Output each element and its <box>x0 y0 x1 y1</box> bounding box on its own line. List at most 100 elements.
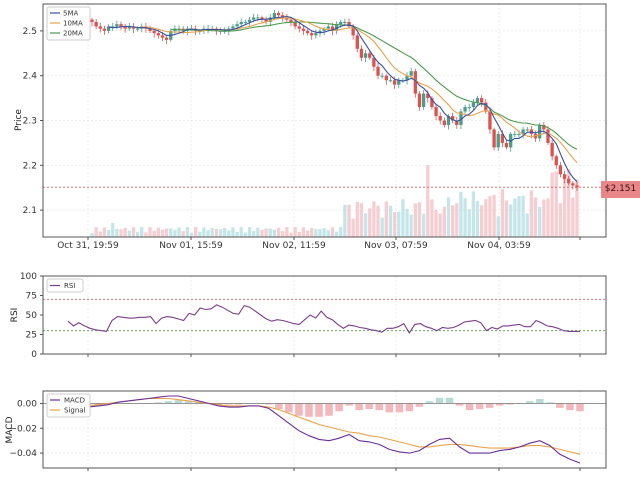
y-tick-label: 0.00 <box>17 399 37 409</box>
candle-body <box>297 26 301 29</box>
macd-histogram-bar <box>465 403 474 411</box>
volume-bar <box>421 213 426 237</box>
volume-bar <box>529 190 534 237</box>
volume-bar <box>347 204 351 237</box>
macd-histogram-bar <box>214 403 223 405</box>
volume-bar <box>567 169 571 237</box>
current-price-tag: $2.151 <box>601 181 640 198</box>
macd-line <box>48 395 581 464</box>
volume-bar <box>380 217 384 237</box>
y-tick-label: 75 <box>26 292 37 302</box>
candle-body <box>289 19 293 22</box>
volume-bar <box>98 231 102 237</box>
candle-body <box>260 17 264 20</box>
volume-bar <box>339 227 343 237</box>
volume-bar <box>334 231 339 237</box>
candle-body <box>177 28 181 30</box>
price-axis-label: Price <box>14 109 24 131</box>
candle-body <box>571 183 575 186</box>
candle-body <box>475 98 480 103</box>
y-tick-label: 100 <box>20 272 37 282</box>
y-tick-label: 50 <box>26 311 38 321</box>
candle-body <box>480 98 484 103</box>
volume-bar <box>480 205 484 237</box>
candle-body <box>135 28 140 30</box>
rsi-axis-label: RSI <box>10 308 20 323</box>
candle-body <box>550 142 554 157</box>
volume-bar <box>450 205 455 237</box>
candle-body <box>98 26 102 29</box>
y-tick-label: 2.3 <box>23 117 37 127</box>
volume-bar <box>409 214 413 237</box>
volume-bar <box>160 229 165 237</box>
candle-body <box>252 17 256 20</box>
candle-body <box>496 133 500 148</box>
volume-bar <box>542 199 546 237</box>
volume-bar <box>198 231 202 237</box>
volume-bar <box>243 232 248 237</box>
candle-body <box>575 185 579 188</box>
rsi-legend <box>46 278 84 293</box>
x-tick-label: Nov 04, 03:59 <box>467 241 531 251</box>
volume-bar <box>177 227 181 237</box>
volume-bar <box>260 229 264 237</box>
macd-histogram-bar <box>325 403 333 416</box>
volume-bar <box>496 216 500 237</box>
macd-histogram-bar <box>285 403 293 413</box>
macd-histogram-bar <box>526 401 534 404</box>
candle-body <box>102 28 107 31</box>
volume-bar <box>504 200 509 237</box>
volume-bar <box>509 204 513 237</box>
macd-histogram-bar <box>355 403 363 411</box>
candle-body <box>517 133 521 135</box>
volume-bar <box>152 230 156 237</box>
volume-bar <box>305 230 310 237</box>
candle-body <box>339 21 343 25</box>
candle-body <box>318 30 322 34</box>
legend-label-20ma: 20MA <box>63 30 83 38</box>
volume-bar <box>297 231 301 237</box>
candle-body <box>314 33 318 36</box>
macd-histogram-bar <box>495 403 504 406</box>
candle-body <box>459 111 463 125</box>
macd-histogram-bar <box>335 403 343 412</box>
volume-bar <box>434 209 438 237</box>
candle-body <box>488 111 492 130</box>
volume-bar <box>127 230 131 237</box>
volume-bar <box>575 179 579 237</box>
volume-bar <box>521 195 525 237</box>
candle-body <box>442 120 447 125</box>
volume-bar <box>164 228 169 237</box>
macd-histogram-bar <box>94 403 102 405</box>
candle-body <box>504 142 509 148</box>
candle-body <box>513 133 517 135</box>
volume-bar <box>430 199 434 237</box>
candle-body <box>450 116 455 121</box>
candle-body <box>363 53 368 58</box>
volume-bar <box>106 230 111 237</box>
volume-bar <box>218 229 223 237</box>
candle-body <box>127 26 131 29</box>
macd-histogram-bar <box>536 398 544 404</box>
volume-bar <box>417 202 422 237</box>
candle-body <box>123 26 127 29</box>
ma20-line <box>170 21 578 150</box>
candle-body <box>421 93 426 108</box>
legend-label-5ma: 5MA <box>63 10 78 18</box>
volume-bar <box>144 232 148 237</box>
macd-histogram-bar <box>405 403 414 412</box>
volume-bar <box>285 227 289 237</box>
macd-histogram-bar <box>485 403 494 408</box>
ma5-line <box>108 15 578 183</box>
volume-bar <box>558 203 563 237</box>
volume-bar <box>467 209 471 237</box>
rsi-line <box>67 304 580 334</box>
volume-bar <box>123 227 127 237</box>
candle-body <box>281 15 285 18</box>
volume-bar <box>239 227 243 237</box>
volume-bar <box>442 206 447 237</box>
x-tick-label: Nov 02, 11:59 <box>262 241 326 251</box>
candle-body <box>235 24 239 27</box>
candle-body <box>567 178 571 184</box>
